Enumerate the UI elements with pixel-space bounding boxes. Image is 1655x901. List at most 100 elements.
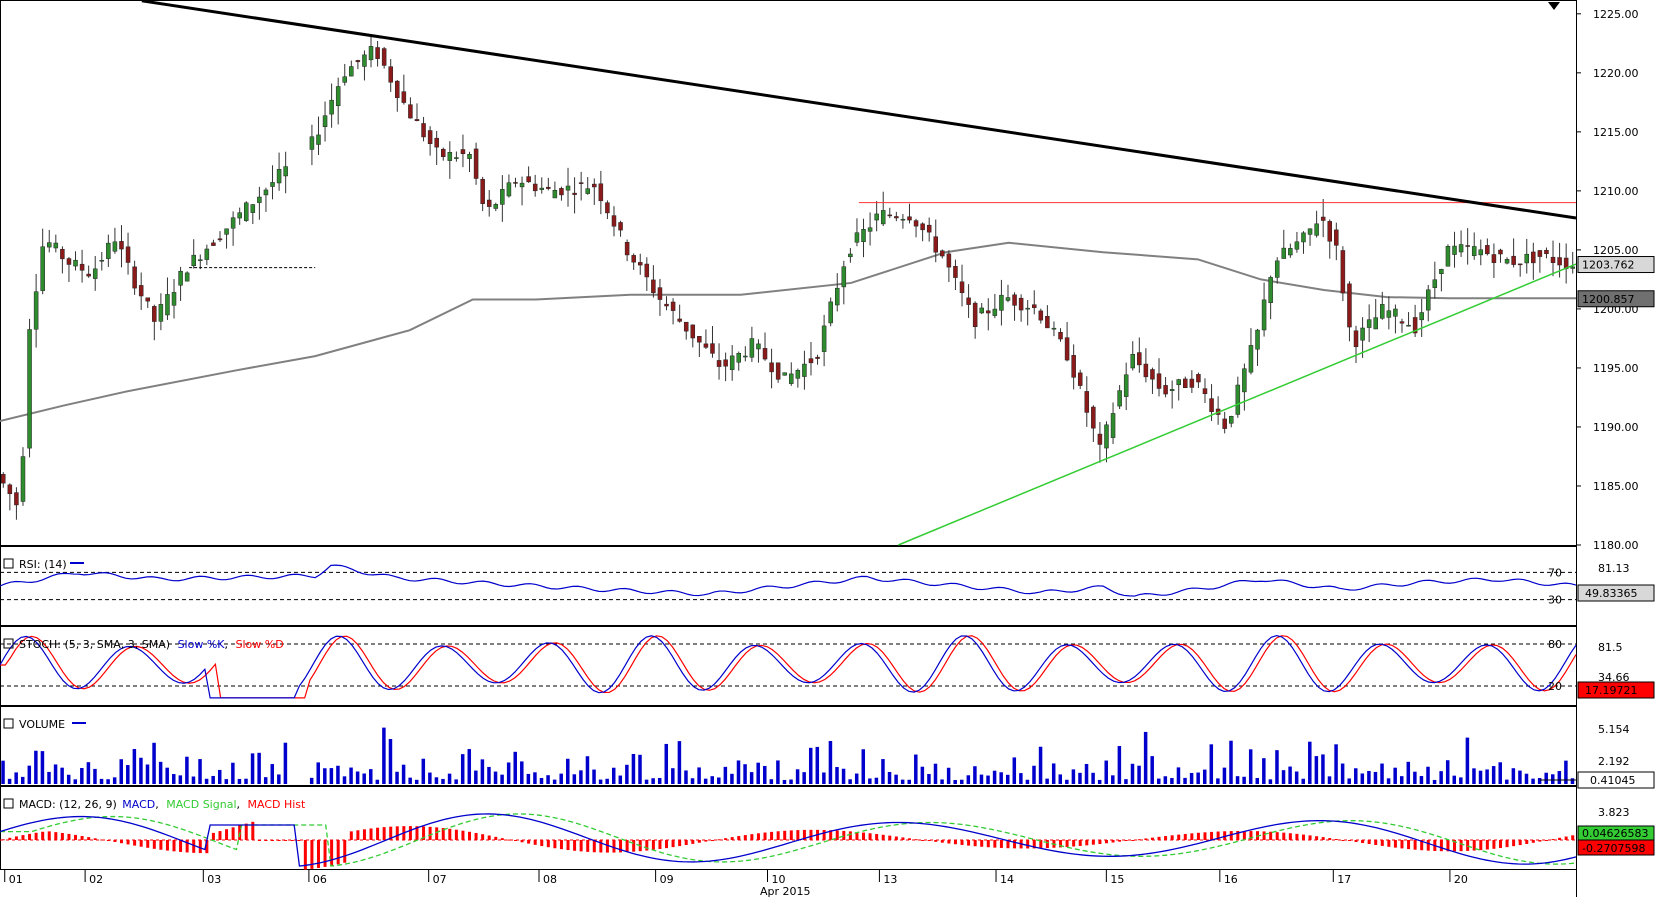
macd-hist-bar — [494, 836, 498, 840]
macd-hist-bar — [225, 829, 229, 840]
macd-hist-bar — [1518, 840, 1522, 846]
candle-down — [152, 306, 157, 322]
candle-up — [316, 134, 321, 145]
candle-down — [381, 48, 387, 66]
macd-hist-bar — [428, 826, 432, 840]
macd-hist-bar — [1236, 830, 1240, 840]
x-tick-label: 16 — [1224, 873, 1238, 886]
macd-hist-bar — [868, 833, 872, 840]
volume-bar — [126, 765, 130, 784]
macd-hist-value-box — [1577, 839, 1655, 856]
macd-hist-bar — [1315, 836, 1319, 840]
candles-group — [1, 35, 1575, 520]
volume-bar — [986, 775, 990, 784]
volume-bar — [933, 763, 938, 784]
volume-bar — [900, 779, 905, 784]
price-tick-label: 1180.00 — [1593, 539, 1639, 552]
macd-hist-bar — [1400, 840, 1404, 849]
candle-down — [618, 222, 623, 231]
macd-hist-bar — [1144, 838, 1148, 840]
macd-hist-bar — [369, 828, 373, 840]
candle-down — [375, 47, 380, 59]
volume-bar — [1360, 773, 1365, 784]
macd-hist-bar — [211, 832, 215, 840]
volume-bar — [664, 743, 669, 784]
macd-hist-bar — [257, 840, 261, 841]
candle-down — [723, 359, 728, 367]
macd-hist-bar — [1032, 840, 1036, 849]
stoch-layer — [0, 634, 1577, 699]
candle-up — [506, 182, 512, 197]
macd-hist-bar — [1157, 836, 1161, 840]
macd-hist-bar — [619, 840, 623, 853]
volume-bar — [835, 767, 839, 784]
candle-down — [1150, 369, 1155, 380]
candle-down — [775, 362, 781, 380]
volume-bar — [927, 774, 931, 784]
volume-bar — [1426, 766, 1430, 784]
volume-tick-label: 2.192 — [1598, 755, 1630, 768]
volume-bar — [1386, 778, 1391, 784]
volume-bar — [1557, 771, 1562, 784]
candle-down — [441, 148, 446, 157]
macd-hist-bar — [907, 838, 911, 840]
volume-bar — [1196, 772, 1200, 784]
candle-down — [546, 186, 551, 189]
macd-hist-bar — [1571, 835, 1575, 840]
volume-bar — [152, 742, 156, 784]
price-tick-label: 1220.00 — [1593, 67, 1639, 80]
volume-bar — [979, 774, 984, 784]
macd-hist-bar — [441, 828, 445, 840]
macd-hist-bar — [1085, 840, 1089, 846]
stoch-tick-label: 81.5 — [1598, 641, 1623, 654]
macd-hist-bar — [1347, 840, 1351, 841]
macd-hist-bar — [382, 827, 386, 840]
volume-title-group: VOLUME — [3, 718, 86, 731]
macd-hist-bar — [8, 837, 12, 840]
volume-bar — [671, 768, 675, 784]
candle-up — [1393, 308, 1398, 317]
volume-collapse-icon[interactable] — [3, 718, 14, 729]
macd-hist-bar — [74, 834, 78, 840]
macd-hist-bar — [303, 840, 307, 870]
macd-hist-bar — [1223, 831, 1227, 840]
candle-down — [1347, 283, 1352, 328]
candle-up — [1255, 329, 1260, 350]
volume-bar — [1058, 774, 1063, 784]
stoch-collapse-icon[interactable] — [3, 638, 14, 649]
macd-hist-bar — [251, 821, 255, 840]
macd-hist-bar — [756, 833, 760, 840]
volume-bar — [119, 759, 123, 784]
macd-hist-bar — [1485, 840, 1489, 850]
candle-down — [1320, 216, 1326, 221]
volume-bar — [47, 771, 51, 784]
macd-hist-bar — [1118, 840, 1122, 842]
volume-bar — [638, 754, 642, 784]
volume-bar — [808, 747, 813, 784]
macd-hist-bar — [21, 835, 25, 840]
candle-up — [171, 292, 177, 306]
macd-hist-bar — [540, 840, 544, 847]
trendline-descending — [141, 0, 1577, 220]
axis-layer: 1225.00 1220.00 1215.00 1210.00 1205.00 1200.… — [4, 8, 1655, 898]
rsi-collapse-icon[interactable] — [3, 558, 14, 569]
candle-up — [1130, 354, 1135, 369]
candle-up — [92, 268, 98, 279]
macd-hist-bar — [842, 830, 846, 840]
candle-up — [237, 212, 242, 219]
candle-up — [276, 169, 282, 184]
volume-bar — [914, 754, 918, 784]
candle-up — [1248, 345, 1254, 373]
volume-bar — [585, 756, 590, 784]
macd-hist-bar — [1006, 840, 1010, 849]
candle-up — [1176, 379, 1181, 386]
macd-hist-bar — [1065, 840, 1069, 847]
candle-up — [1445, 246, 1451, 267]
volume-bar — [1012, 757, 1017, 784]
candle-down — [401, 91, 407, 103]
candle-down — [972, 302, 978, 327]
candle-down — [217, 238, 223, 241]
x-tick-label: 01 — [9, 873, 23, 886]
macd-collapse-icon[interactable] — [3, 798, 14, 809]
volume-bar — [493, 771, 498, 784]
